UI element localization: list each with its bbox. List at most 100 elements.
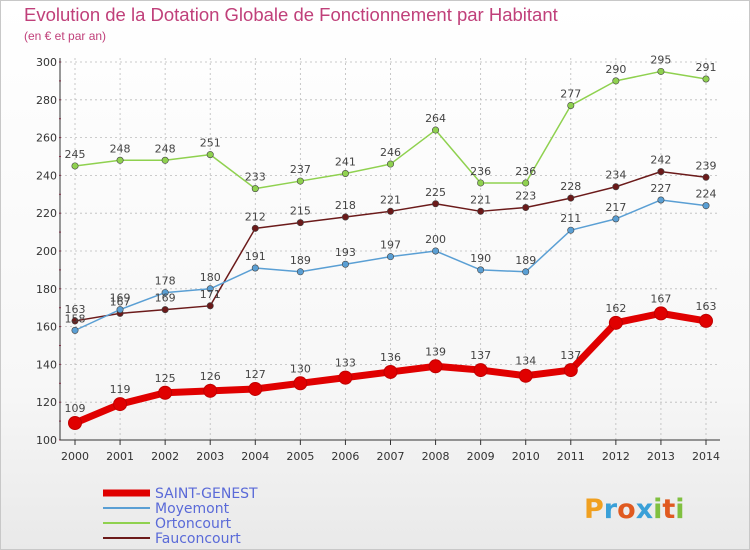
data-label-ortoncourt: 237: [290, 163, 311, 176]
data-label-ortoncourt: 290: [605, 63, 626, 76]
point-fauconcourt: [296, 219, 304, 227]
data-label-moyemont: 224: [696, 188, 717, 201]
point-saint-genest: [563, 363, 578, 378]
point-saint-genest: [293, 376, 308, 391]
data-label-fauconcourt: 242: [650, 154, 671, 167]
x-tick-label: 2010: [512, 450, 540, 463]
legend: SAINT-GENESTMoyemontOrtoncourtFauconcour…: [103, 486, 258, 547]
point-fauconcourt: [567, 194, 575, 202]
data-label-ortoncourt: 264: [425, 112, 446, 125]
data-label-saint-genest: 130: [290, 362, 311, 375]
point-moyemont: [522, 268, 530, 276]
data-label-moyemont: 189: [515, 254, 536, 267]
point-saint-genest: [158, 385, 173, 400]
point-moyemont: [206, 285, 214, 293]
x-tick-label: 2012: [602, 450, 630, 463]
point-saint-genest: [113, 397, 128, 412]
data-label-saint-genest: 119: [110, 383, 131, 396]
data-label-saint-genest: 109: [65, 402, 86, 415]
point-saint-genest: [473, 363, 488, 378]
x-tick-label: 2014: [692, 450, 720, 463]
data-label-ortoncourt: 233: [245, 171, 266, 184]
y-tick-label: 180: [36, 283, 57, 296]
series-lines: [68, 67, 713, 430]
chart-title: Evolution de la Dotation Globale de Fonc…: [24, 4, 558, 25]
point-fauconcourt: [702, 173, 710, 181]
point-fauconcourt: [657, 168, 665, 176]
y-tick-label: 260: [36, 132, 57, 145]
point-moyemont: [251, 264, 259, 272]
point-saint-genest: [653, 306, 668, 321]
data-label-moyemont: 158: [65, 312, 86, 325]
point-ortoncourt: [702, 75, 710, 83]
point-fauconcourt: [477, 207, 485, 215]
data-label-fauconcourt: 239: [696, 159, 717, 172]
y-tick-label: 200: [36, 245, 57, 258]
data-label-ortoncourt: 251: [200, 137, 221, 150]
point-fauconcourt: [386, 207, 394, 215]
data-label-fauconcourt: 223: [515, 190, 536, 203]
data-label-fauconcourt: 221: [470, 193, 491, 206]
point-ortoncourt: [206, 151, 214, 159]
point-ortoncourt: [657, 67, 665, 75]
x-tick-label: 2004: [241, 450, 269, 463]
data-label-fauconcourt: 167: [110, 295, 131, 308]
point-fauconcourt: [432, 200, 440, 208]
data-label-fauconcourt: 163: [65, 303, 86, 316]
data-label-saint-genest: 137: [560, 349, 581, 362]
grid: [60, 58, 720, 440]
point-fauconcourt: [71, 317, 79, 325]
data-label-ortoncourt: 277: [560, 87, 581, 100]
point-ortoncourt: [386, 160, 394, 168]
data-label-moyemont: 227: [650, 182, 671, 195]
point-saint-genest: [338, 370, 353, 385]
point-saint-genest: [203, 383, 218, 398]
point-ortoncourt: [522, 179, 530, 187]
point-ortoncourt: [477, 179, 485, 187]
data-label-saint-genest: 163: [696, 300, 717, 313]
data-label-moyemont: 211: [560, 212, 581, 225]
data-label-ortoncourt: 248: [110, 142, 131, 155]
legend-label-ortoncourt: Ortoncourt: [155, 516, 232, 532]
data-label-saint-genest: 139: [425, 345, 446, 358]
data-label-ortoncourt: 295: [650, 53, 671, 66]
point-moyemont: [341, 260, 349, 268]
data-label-fauconcourt: 169: [155, 292, 176, 305]
x-tick-label: 2000: [61, 450, 89, 463]
point-saint-genest: [68, 415, 82, 430]
x-tick-label: 2003: [196, 450, 224, 463]
point-moyemont: [386, 253, 394, 261]
y-tick-label: 120: [36, 396, 57, 409]
data-label-moyemont: 200: [425, 233, 446, 246]
data-label-saint-genest: 136: [380, 351, 401, 364]
data-label-saint-genest: 125: [155, 372, 176, 385]
point-ortoncourt: [432, 126, 440, 134]
data-labels: 245 248 248 251 233 237 241 246 264 236 236 277 290 2…: [65, 53, 717, 415]
point-fauconcourt: [206, 302, 214, 310]
point-moyemont: [612, 215, 620, 223]
data-label-moyemont: 190: [470, 252, 491, 265]
x-tick-label: 2009: [467, 450, 495, 463]
point-moyemont: [432, 247, 440, 255]
point-fauconcourt: [522, 204, 530, 212]
y-tick-label: 220: [36, 207, 57, 220]
y-tick-label: 280: [36, 94, 57, 107]
data-label-saint-genest: 126: [200, 370, 221, 383]
point-ortoncourt: [251, 185, 259, 193]
data-label-ortoncourt: 236: [470, 165, 491, 178]
point-ortoncourt: [71, 162, 79, 170]
x-tick-label: 2006: [331, 450, 359, 463]
data-label-fauconcourt: 218: [335, 199, 356, 212]
data-label-moyemont: 193: [335, 246, 356, 259]
data-label-moyemont: 189: [290, 254, 311, 267]
point-moyemont: [71, 326, 79, 334]
point-ortoncourt: [612, 77, 620, 85]
point-moyemont: [567, 226, 575, 234]
data-label-fauconcourt: 228: [560, 180, 581, 193]
y-tick-label: 140: [36, 358, 57, 371]
data-label-ortoncourt: 246: [380, 146, 401, 159]
y-tick-label: 100: [36, 434, 57, 447]
point-moyemont: [161, 289, 169, 297]
data-label-moyemont: 197: [380, 239, 401, 252]
point-saint-genest: [428, 359, 443, 374]
